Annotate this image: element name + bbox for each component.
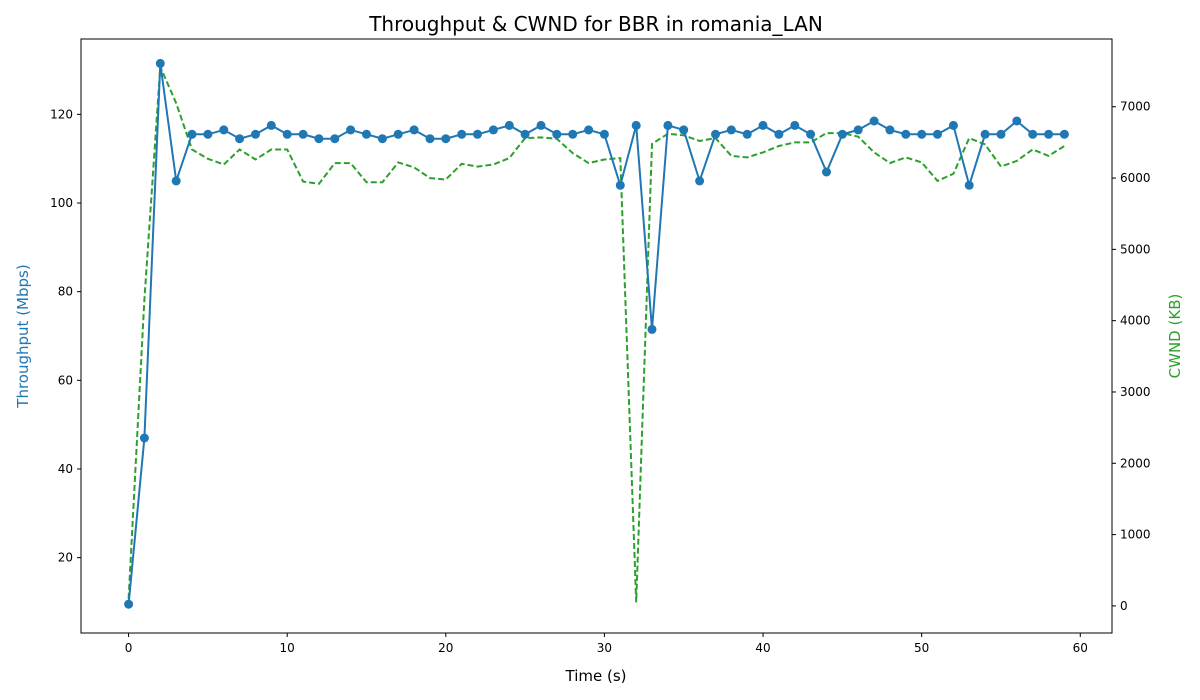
throughput-point bbox=[203, 129, 213, 139]
throughput-point bbox=[346, 125, 356, 135]
throughput-point bbox=[362, 129, 371, 139]
throughput-point bbox=[314, 134, 324, 144]
throughput-point bbox=[599, 129, 609, 139]
throughput-point bbox=[948, 120, 958, 130]
throughput-point bbox=[409, 125, 419, 135]
x-tick-label: 40 bbox=[755, 641, 770, 655]
y-right-tick-label: 7000 bbox=[1120, 100, 1151, 114]
throughput-point bbox=[1012, 116, 1022, 126]
y-right-tick-label: 0 bbox=[1120, 599, 1128, 613]
throughput-point bbox=[488, 125, 498, 135]
plot-area bbox=[80, 38, 1113, 634]
throughput-point bbox=[171, 176, 181, 186]
x-tick-label: 0 bbox=[125, 641, 133, 655]
throughput-point bbox=[631, 120, 641, 130]
throughput-point bbox=[536, 120, 546, 130]
throughput-point bbox=[457, 129, 467, 139]
throughput-point bbox=[1044, 129, 1054, 139]
throughput-point bbox=[552, 129, 562, 139]
throughput-point bbox=[615, 180, 625, 190]
throughput-point bbox=[742, 129, 752, 139]
throughput-point bbox=[139, 433, 149, 443]
x-tick-label: 30 bbox=[597, 641, 612, 655]
throughput-point bbox=[663, 120, 673, 130]
throughput-point bbox=[853, 125, 863, 135]
throughput-point bbox=[758, 120, 768, 130]
x-axis-label: Time (s) bbox=[565, 667, 627, 685]
throughput-point bbox=[584, 125, 594, 135]
x-tick-label: 10 bbox=[280, 641, 295, 655]
y-right-tick-label: 2000 bbox=[1120, 456, 1151, 470]
throughput-point bbox=[695, 176, 705, 186]
throughput-point bbox=[822, 167, 831, 177]
throughput-point bbox=[251, 129, 260, 139]
throughput-point bbox=[806, 129, 816, 139]
throughput-point bbox=[520, 129, 530, 139]
y-right-tick-label: 4000 bbox=[1120, 314, 1151, 328]
throughput-point bbox=[377, 134, 387, 144]
throughput-point bbox=[1059, 129, 1069, 139]
throughput-point bbox=[679, 125, 689, 135]
x-axis-ticks: 0 10 20 30 40 50 60 bbox=[125, 633, 1088, 655]
cwnd-series bbox=[127, 66, 1065, 603]
throughput-point bbox=[124, 599, 134, 609]
chart-title: Throughput & CWND for BBR in romania_LAN bbox=[368, 12, 823, 36]
throughput-series bbox=[124, 58, 1069, 609]
y-right-tick-label: 1000 bbox=[1120, 528, 1151, 542]
throughput-point bbox=[155, 58, 165, 68]
y-axis-ticks-right: 0 1000 2000 3000 4000 5000 6000 7000 bbox=[1112, 100, 1151, 613]
y-axis-label-right: CWND (KB) bbox=[1166, 294, 1184, 379]
throughput-point bbox=[996, 129, 1006, 139]
throughput-point bbox=[647, 324, 657, 334]
throughput-point bbox=[219, 125, 229, 135]
y-right-tick-label: 6000 bbox=[1120, 171, 1151, 185]
throughput-point bbox=[980, 129, 990, 139]
x-tick-label: 60 bbox=[1073, 641, 1088, 655]
throughput-point bbox=[869, 116, 879, 126]
throughput-point bbox=[837, 129, 847, 139]
y-left-tick-label: 40 bbox=[58, 462, 73, 476]
y-left-tick-label: 80 bbox=[58, 285, 73, 299]
cwnd-line bbox=[127, 66, 1065, 603]
throughput-point bbox=[425, 134, 435, 144]
throughput-point bbox=[266, 120, 276, 130]
throughput-point bbox=[885, 125, 895, 135]
throughput-point bbox=[726, 125, 736, 135]
throughput-point bbox=[235, 134, 245, 144]
y-left-tick-label: 100 bbox=[50, 196, 73, 210]
throughput-point bbox=[901, 129, 911, 139]
throughput-point bbox=[1028, 129, 1038, 139]
throughput-point bbox=[187, 129, 197, 139]
y-right-tick-label: 3000 bbox=[1120, 385, 1151, 399]
throughput-point bbox=[917, 129, 927, 139]
throughput-point bbox=[393, 129, 403, 139]
x-tick-label: 20 bbox=[438, 641, 453, 655]
y-right-tick-label: 5000 bbox=[1120, 242, 1151, 256]
throughput-point bbox=[711, 129, 720, 139]
throughput-point bbox=[473, 129, 482, 139]
y-left-tick-label: 120 bbox=[50, 107, 73, 121]
throughput-point bbox=[964, 180, 974, 190]
y-left-tick-label: 20 bbox=[58, 551, 73, 565]
throughput-point bbox=[298, 129, 308, 139]
throughput-point bbox=[441, 134, 451, 144]
y-axis-label-left: Throughput (Mbps) bbox=[14, 264, 32, 408]
throughput-point bbox=[282, 129, 292, 139]
throughput-point bbox=[504, 120, 514, 130]
throughput-point bbox=[790, 120, 800, 130]
throughput-point bbox=[568, 129, 578, 139]
throughput-point bbox=[330, 134, 340, 144]
y-left-tick-label: 60 bbox=[58, 373, 73, 387]
throughput-point bbox=[933, 129, 942, 139]
throughput-point bbox=[774, 129, 784, 139]
x-tick-label: 50 bbox=[914, 641, 929, 655]
y-axis-ticks-left: 20 40 60 80 100 120 bbox=[50, 107, 81, 565]
